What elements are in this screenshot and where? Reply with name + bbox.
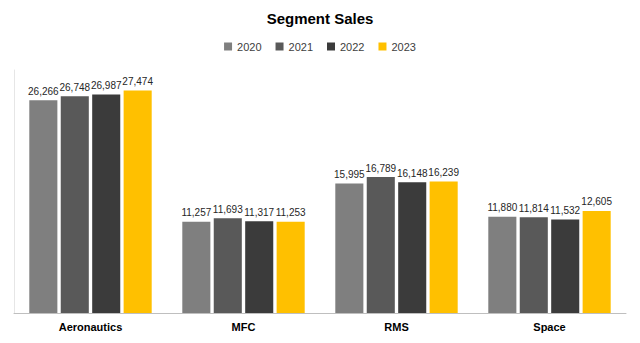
svg-text:11,693: 11,693 — [213, 204, 243, 215]
svg-text:16,148: 16,148 — [397, 168, 428, 179]
svg-text:RMS: RMS — [384, 321, 408, 333]
svg-text:11,814: 11,814 — [519, 203, 549, 214]
svg-text:12,605: 12,605 — [581, 196, 612, 207]
svg-text:16,239: 16,239 — [428, 167, 459, 178]
svg-text:26,266: 26,266 — [28, 86, 59, 97]
svg-text:2022: 2022 — [340, 41, 364, 53]
svg-text:16,789: 16,789 — [365, 163, 396, 174]
svg-text:26,987: 26,987 — [91, 80, 122, 91]
svg-text:2023: 2023 — [391, 41, 415, 53]
svg-text:15,995: 15,995 — [334, 169, 365, 180]
svg-text:26,748: 26,748 — [59, 82, 90, 93]
svg-text:11,257: 11,257 — [181, 207, 211, 218]
svg-text:Aeronautics: Aeronautics — [59, 321, 123, 333]
svg-text:11,253: 11,253 — [276, 207, 306, 218]
svg-text:11,532: 11,532 — [550, 205, 580, 216]
svg-text:MFC: MFC — [232, 321, 256, 333]
svg-text:2021: 2021 — [289, 41, 313, 53]
svg-text:11,880: 11,880 — [487, 202, 517, 213]
svg-text:Space: Space — [533, 321, 565, 333]
svg-text:11,317: 11,317 — [244, 207, 274, 218]
svg-text:Segment Sales: Segment Sales — [267, 10, 374, 27]
svg-text:2020: 2020 — [237, 41, 261, 53]
svg-text:27,474: 27,474 — [122, 76, 153, 87]
